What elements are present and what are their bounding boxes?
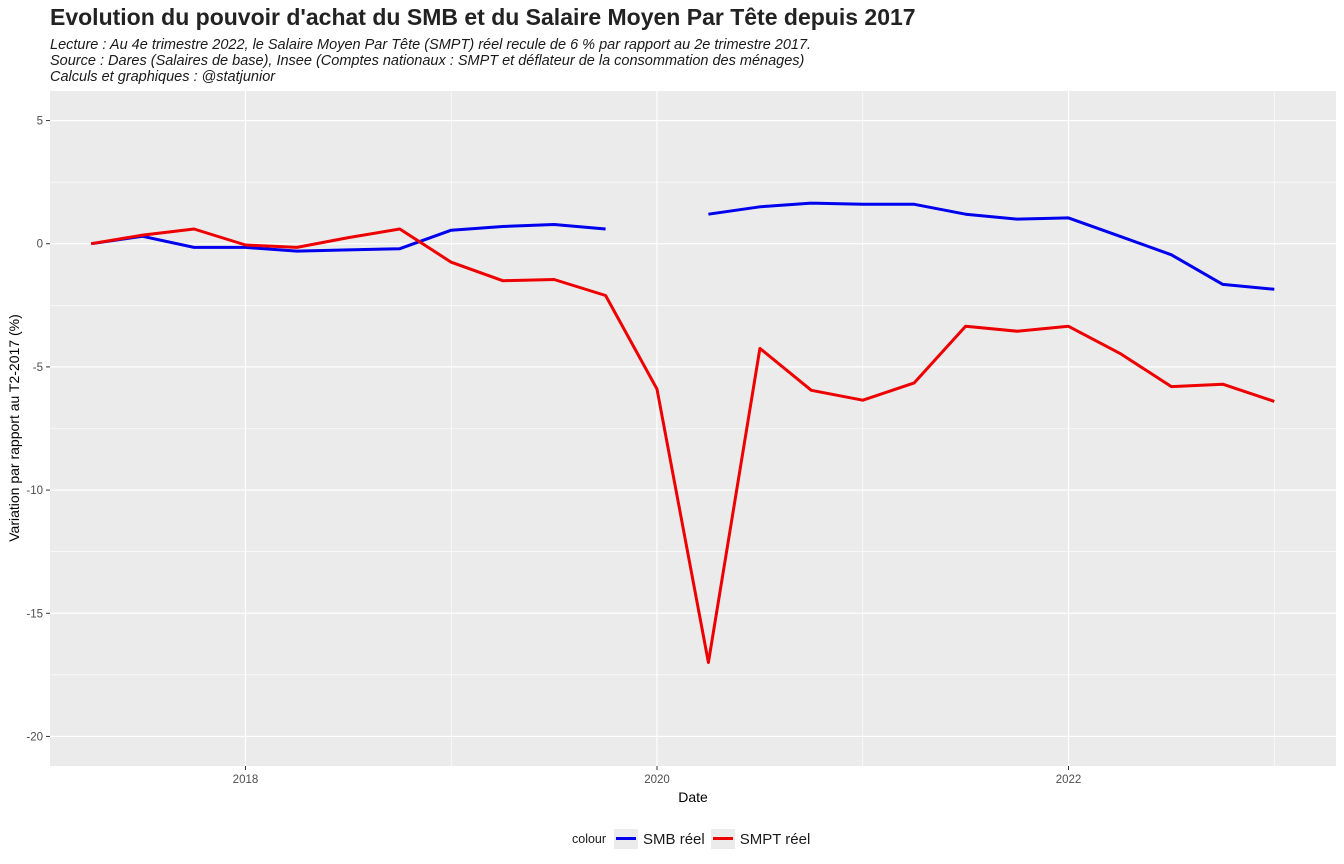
legend-item-smpt: SMPT réel [710, 829, 811, 849]
legend-key-smb [614, 829, 639, 849]
x-tick-label: 2020 [644, 774, 670, 786]
y-tick-label: -20 [26, 731, 43, 743]
series-line-smpt [90, 227, 1275, 664]
legend-title: colour [572, 832, 607, 846]
x-axis-title: Date [678, 789, 708, 805]
y-tick-label: -5 [33, 362, 43, 374]
subtitle-line-2: Source : Dares (Salaires de base), Insee… [50, 53, 805, 69]
y-tick-label: 0 [37, 239, 43, 251]
y-tick-label: 5 [37, 116, 43, 128]
legend-key-smpt [710, 829, 735, 849]
legend: colour SMB réel SMPT réel [572, 829, 816, 849]
legend-label-smb: SMB réel [643, 830, 705, 848]
x-axis: 2018 2020 2022 [233, 766, 1082, 786]
y-tick-label: -10 [26, 485, 43, 497]
subtitle-line-3: Calculs et graphiques : @statjunior [50, 69, 276, 85]
x-tick-label: 2018 [233, 774, 259, 786]
legend-label-smpt: SMPT réel [739, 830, 811, 848]
minor-gridlines [50, 91, 1336, 766]
major-gridlines [50, 91, 1336, 766]
x-tick-label: 2022 [1056, 774, 1082, 786]
chart-title: Evolution du pouvoir d'achat du SMB et d… [50, 4, 916, 30]
series-line-smb [90, 201, 1275, 291]
y-tick-label: -15 [26, 608, 43, 620]
subtitle-line-1: Lecture : Au 4e trimestre 2022, le Salai… [50, 37, 812, 53]
y-axis-title: Variation par rapport au T2-2017 (%) [6, 314, 22, 542]
legend-item-smb: SMB réel [614, 829, 705, 849]
y-axis: 5 0 -5 -10 -15 -20 [26, 116, 50, 743]
series-layer [90, 201, 1275, 664]
